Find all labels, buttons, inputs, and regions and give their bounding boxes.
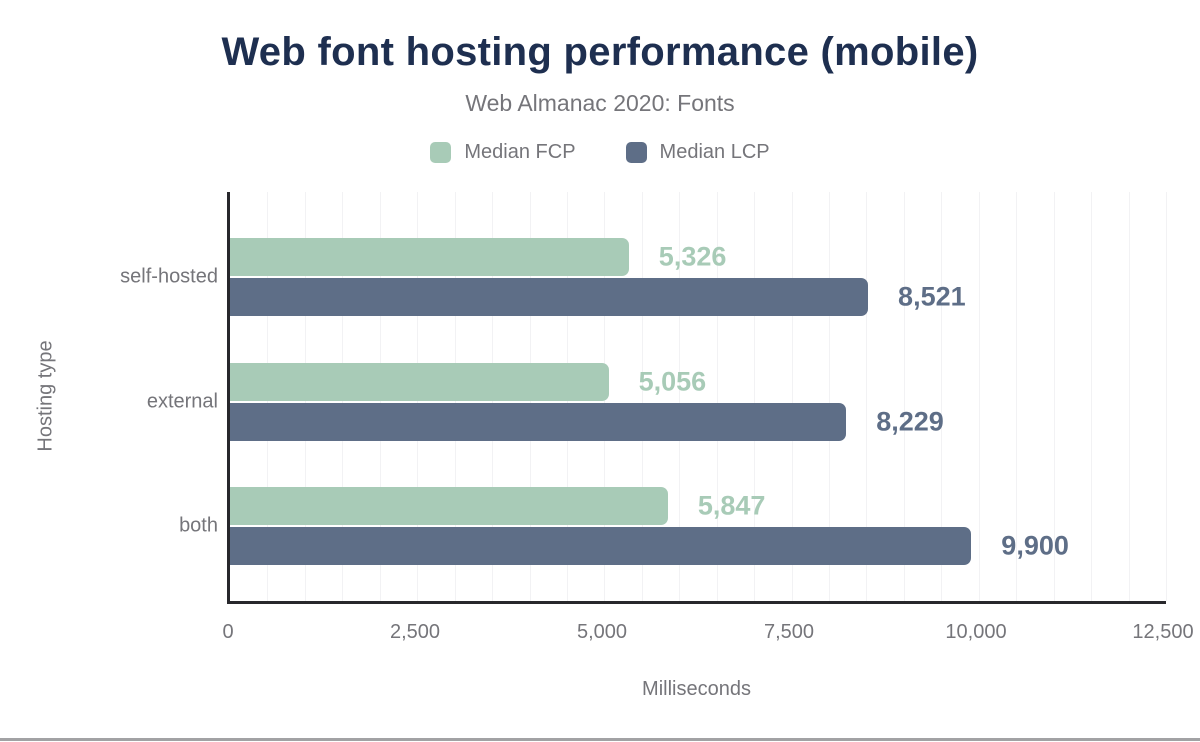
gridline [903,192,905,601]
chart-title: Web font hosting performance (mobile) [221,30,979,74]
bar-median-fcp-external[interactable] [230,363,609,401]
bar-row: 8,229 [230,403,1166,441]
y-tick-label-both: both [179,514,218,537]
bar-row: 8,521 [230,278,1166,316]
gridline [716,192,718,601]
gridline [1016,192,1018,601]
bar-row: 5,326 [230,238,1166,276]
x-axis-title: Milliseconds [642,678,751,700]
bar-median-lcp-external[interactable] [230,403,847,441]
chart-subtitle: Web Almanac 2020: Fonts [465,90,735,116]
gridline [1091,192,1093,601]
gridline [1128,192,1130,601]
bar-group-external: 5,056 8,229 [230,363,1166,443]
gridline [641,192,643,601]
gridline [754,192,756,601]
bar-value-label: 5,326 [658,241,727,272]
bar-value-label: 5,847 [697,490,766,521]
legend-item-median-lcp[interactable]: Median LCP [625,141,770,164]
bar-value-label: 8,229 [876,406,944,437]
x-tick-label: 2,500 [389,621,441,643]
gridline [791,192,793,601]
bar-row: 5,056 [230,363,1166,401]
bar-group-self-hosted: 5,326 8,521 [230,238,1166,318]
y-tick-label-self-hosted: self-hosted [120,265,218,288]
gridline [941,192,943,601]
legend-label-lcp: Median LCP [659,141,770,163]
bar-median-fcp-both[interactable] [230,487,668,525]
x-tick-label: 7,500 [763,621,815,643]
y-tick-label-external: external [146,390,218,413]
gridline [829,192,831,601]
bar-value-label: 9,900 [1001,530,1069,561]
bar-row: 5,847 [230,487,1166,525]
bar-median-lcp-self-hosted[interactable] [230,278,869,316]
x-tick-label: 12,500 [1132,621,1194,643]
gridline [1166,192,1167,601]
legend-item-median-fcp[interactable]: Median FCP [430,141,576,164]
chart-legend: Median FCP Median LCP [0,141,1200,164]
bar-value-label: 5,056 [638,366,707,397]
bar-median-lcp-both[interactable] [230,527,972,565]
plot-area: 5,326 8,521 5,056 8,229 5,847 9,900 [227,192,1167,604]
x-tick-label: 0 [222,621,234,643]
gridline [978,192,980,601]
gridline [1053,192,1055,601]
legend-label-fcp: Median FCP [464,141,576,163]
bottom-divider [0,738,1200,741]
gridline [679,192,681,601]
bar-row: 9,900 [230,527,1166,565]
legend-swatch-lcp-icon [625,142,647,163]
x-axis-tick-labels: 0 2,500 5,000 7,500 10,000 12,500 [222,621,1193,647]
bar-median-fcp-self-hosted[interactable] [230,238,629,276]
x-tick-label: 5,000 [576,621,628,643]
bar-value-label: 8,521 [898,281,966,312]
gridline [866,192,868,601]
y-axis-title: Hosting type [34,340,57,452]
bar-group-both: 5,847 9,900 [230,487,1166,567]
legend-swatch-fcp-icon [430,142,452,163]
x-tick-label: 10,000 [945,621,1007,643]
